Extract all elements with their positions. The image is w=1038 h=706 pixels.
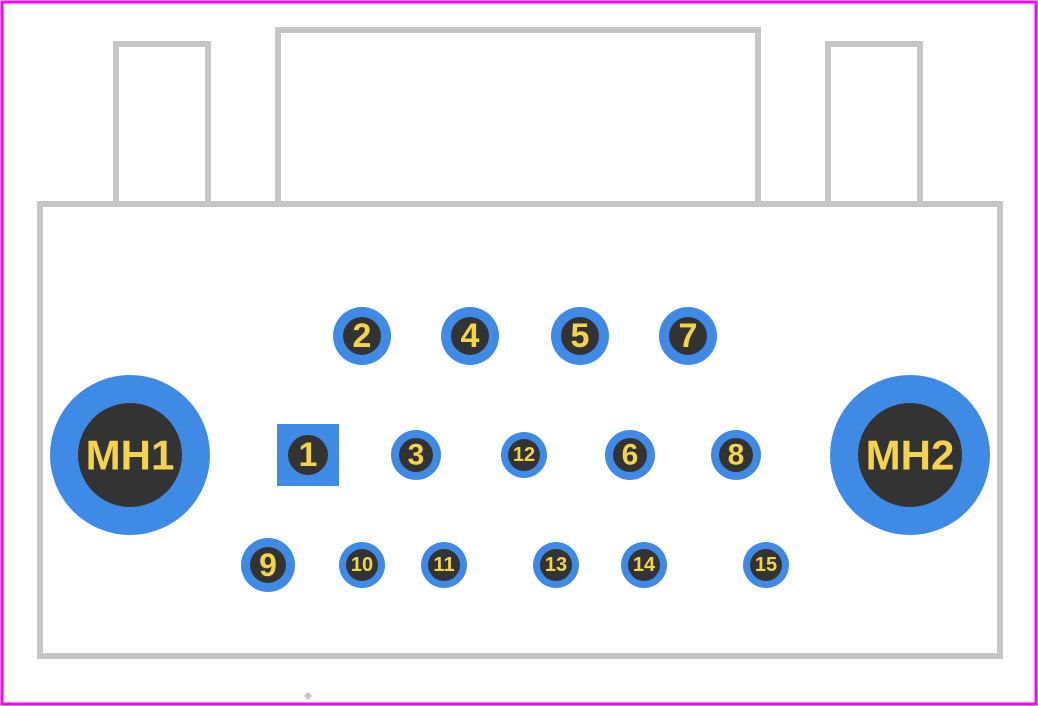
origin-marker-icon xyxy=(304,692,312,700)
pin-label: 6 xyxy=(622,439,639,472)
footprint-diagram: MH1MH2124573126891011131415 xyxy=(0,0,1038,706)
connector-tab-2 xyxy=(278,30,758,204)
pin-label: 7 xyxy=(679,317,698,355)
pin-label: 14 xyxy=(633,554,656,576)
pin-label: 2 xyxy=(353,317,372,355)
pin-label: 8 xyxy=(728,439,745,472)
pin-label: 11 xyxy=(433,554,454,576)
pin-label: 15 xyxy=(755,554,777,576)
connector-tab-3 xyxy=(828,44,920,204)
pin-label: 13 xyxy=(545,554,567,576)
pin-label: 9 xyxy=(259,547,277,583)
pin-label: 1 xyxy=(299,436,318,474)
connector-tab-1 xyxy=(116,44,208,204)
pin-label: MH1 xyxy=(86,432,175,479)
pin-label: 12 xyxy=(513,444,535,466)
pin-label: MH2 xyxy=(866,432,955,479)
pin-label: 4 xyxy=(461,317,480,355)
pin-label: 10 xyxy=(351,554,373,576)
pin-label: 5 xyxy=(571,317,590,355)
pin-label: 3 xyxy=(408,439,425,472)
